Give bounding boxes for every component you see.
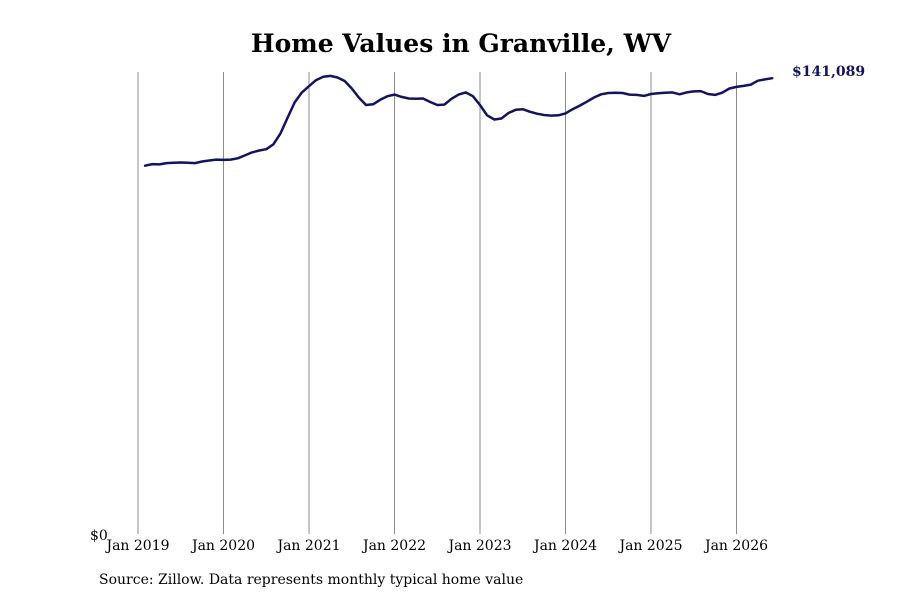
home-value-line <box>143 74 774 167</box>
source-note: Source: Zillow. Data represents monthly … <box>99 572 524 588</box>
y-axis-tick-label-zero: $0 <box>90 528 108 544</box>
x-tick-label-5: Jan 2024 <box>532 538 597 554</box>
x-axis-tick-labels: Jan 2019 Jan 2020 Jan 2021 Jan 2022 Jan 2023… <box>104 538 768 554</box>
x-tick-label-2: Jan 2021 <box>275 538 340 554</box>
x-tick-label-4: Jan 2023 <box>446 538 511 554</box>
x-tick-label-1: Jan 2020 <box>190 538 255 554</box>
chart-title: Home Values in Granville, WV <box>251 29 672 58</box>
latest-value-label: $141,089 <box>792 64 865 80</box>
vertical-gridlines <box>137 72 737 534</box>
x-tick-label-0: Jan 2019 <box>104 538 169 554</box>
x-tick-label-6: Jan 2025 <box>617 538 682 554</box>
x-tick-label-7: Jan 2026 <box>703 538 768 554</box>
x-tick-label-3: Jan 2022 <box>361 538 426 554</box>
